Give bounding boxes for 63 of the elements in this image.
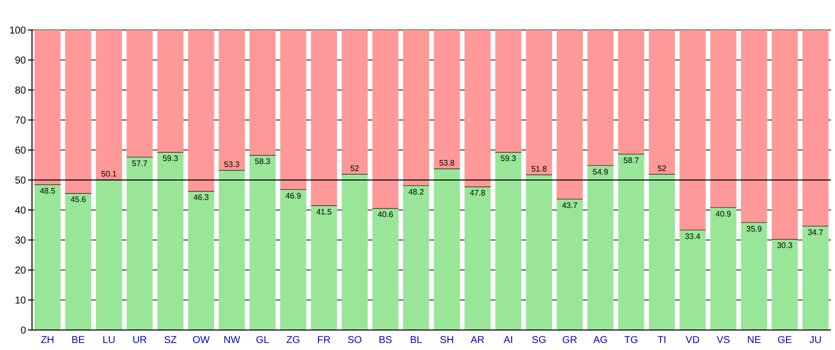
data-label: 53.3 xyxy=(224,160,240,170)
x-tick-label: SH xyxy=(440,335,454,346)
y-tick-label: 70 xyxy=(14,116,26,126)
data-label: 33.4 xyxy=(684,232,701,241)
data-label: 43.7 xyxy=(562,200,578,210)
y-tick-label: 30 xyxy=(14,236,26,246)
data-label: 59.3 xyxy=(162,154,179,164)
data-label: 34.7 xyxy=(808,228,824,237)
x-tick-label: AI xyxy=(504,335,514,346)
y-tick-label: 100 xyxy=(9,26,26,36)
x-tick-label: FR xyxy=(317,335,331,346)
data-label: 40.6 xyxy=(378,210,394,220)
y-tick-label: 40 xyxy=(14,206,26,216)
data-label: 53.8 xyxy=(439,158,456,168)
y-tick-label: 50 xyxy=(14,176,26,186)
data-label: 52 xyxy=(657,164,667,173)
y-tick-label: 20 xyxy=(14,266,26,276)
data-label: 40.9 xyxy=(716,209,732,218)
x-tick-label: JU xyxy=(809,335,822,346)
x-tick-label: NE xyxy=(747,335,762,346)
x-tick-label: BL xyxy=(410,335,423,346)
x-tick-label: NW xyxy=(223,335,241,346)
data-label: 48.2 xyxy=(408,187,424,196)
data-label: 46.9 xyxy=(285,191,302,200)
x-tick-label: OW xyxy=(192,335,210,346)
x-tick-label: VD xyxy=(686,335,700,346)
data-label: 54.9 xyxy=(592,167,609,176)
x-tick-label: SZ xyxy=(164,335,177,346)
data-label: 50.1 xyxy=(101,170,118,179)
x-tick-label: TG xyxy=(624,335,638,346)
data-label: 57.7 xyxy=(132,158,148,168)
x-tick-label: SO xyxy=(347,335,362,346)
data-label: 52 xyxy=(350,164,360,173)
x-tick-label: GE xyxy=(778,335,792,346)
y-tick-label: 60 xyxy=(14,146,26,156)
y-tick-label: 10 xyxy=(14,296,26,306)
x-tick-label: ZH xyxy=(40,335,54,346)
data-label: 47.8 xyxy=(470,188,486,198)
data-label: 45.6 xyxy=(70,195,87,204)
x-tick-label: SG xyxy=(532,335,546,346)
data-label: 35.9 xyxy=(746,224,762,234)
x-tick-label: AG xyxy=(593,335,608,346)
data-label: 58.7 xyxy=(623,156,640,165)
y-tick-label: 0 xyxy=(20,326,26,336)
data-label: 58.3 xyxy=(254,157,271,166)
data-label: 46.3 xyxy=(193,193,210,202)
data-label: 59.3 xyxy=(500,154,517,164)
x-tick-label: BS xyxy=(378,335,392,346)
data-label: 41.5 xyxy=(316,208,332,216)
data-label: 30.3 xyxy=(776,241,794,250)
x-tick-label: GR xyxy=(562,335,578,346)
data-label: 51.8 xyxy=(531,164,548,174)
x-tick-label: GL xyxy=(256,335,270,346)
y-tick-label: 90 xyxy=(14,56,26,66)
y-tick-label: 80 xyxy=(14,86,26,96)
x-tick-label: LU xyxy=(102,335,116,346)
x-tick-label: BE xyxy=(72,335,86,346)
x-tick-label: TI xyxy=(657,335,666,346)
x-tick-label: AR xyxy=(470,335,485,346)
data-label: 48.5 xyxy=(40,186,56,196)
x-tick-label: UR xyxy=(132,335,147,346)
x-tick-label: ZG xyxy=(286,335,300,346)
x-tick-label: VS xyxy=(716,335,730,346)
